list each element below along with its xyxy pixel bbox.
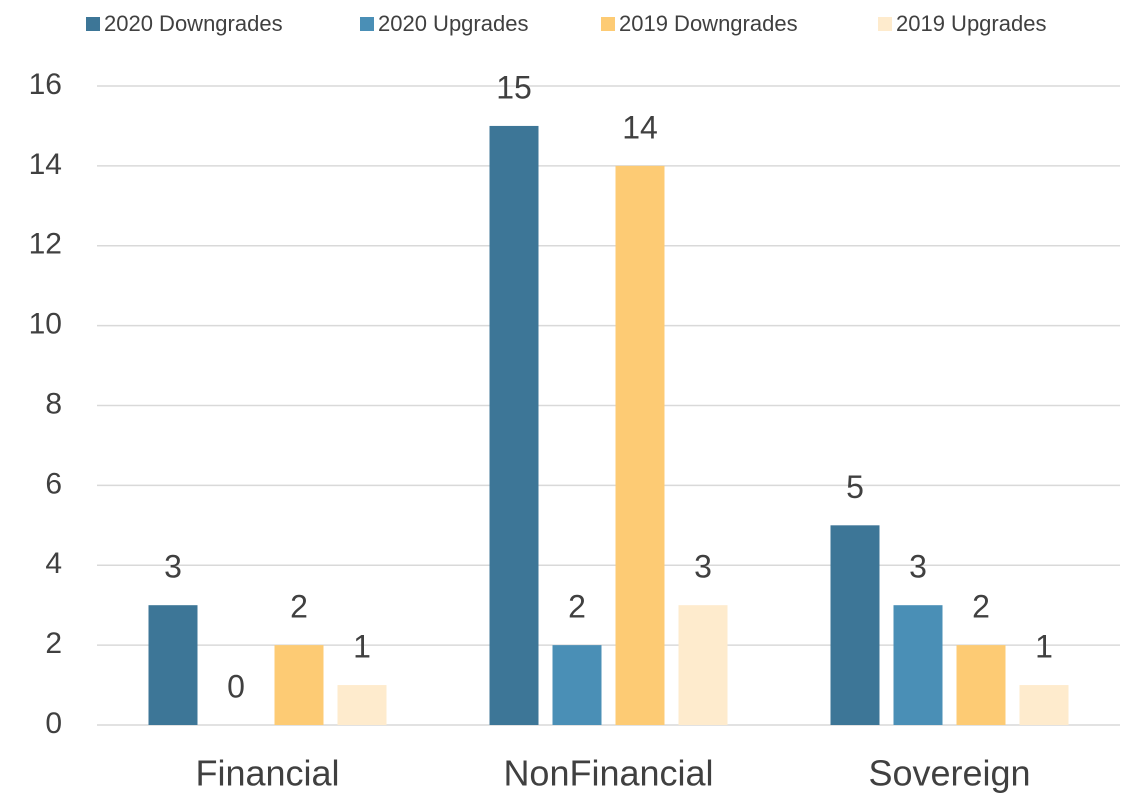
value-label: 1 [1035,629,1053,665]
value-label: 1 [353,629,371,665]
legend-label: 2020 Upgrades [378,11,528,36]
value-label: 3 [694,549,712,585]
value-label: 0 [227,668,245,704]
value-label: 3 [164,549,182,585]
y-tick-label: 2 [45,627,62,660]
bar [552,645,602,725]
legend-swatch [86,17,100,31]
x-tick-label: NonFinancial [503,753,713,794]
value-label: 2 [972,589,990,625]
legend-swatch [601,17,615,31]
bar [148,605,198,725]
value-label: 14 [622,109,658,145]
y-tick-label: 4 [45,547,62,580]
value-label: 2 [290,589,308,625]
bar [678,605,728,725]
bar [956,645,1006,725]
bar [893,605,943,725]
y-tick-label: 6 [45,467,62,500]
legend-label: 2019 Downgrades [619,11,798,36]
legend-label: 2019 Upgrades [896,11,1046,36]
legend-label: 2020 Downgrades [104,11,283,36]
legend-swatch [360,17,374,31]
bar [615,165,665,725]
y-tick-label: 14 [29,148,62,181]
y-tick-label: 10 [29,308,62,341]
y-tick-label: 8 [45,387,62,420]
bar [1019,685,1069,725]
bar [274,645,324,725]
value-label: 2 [568,589,586,625]
bar [489,125,539,725]
x-tick-label: Sovereign [868,753,1030,794]
legend-swatch [878,17,892,31]
y-tick-label: 12 [29,228,62,261]
bar [337,685,387,725]
y-tick-label: 0 [45,707,62,740]
value-label: 3 [909,549,927,585]
y-tick-label: 16 [29,68,62,101]
x-tick-label: Financial [195,753,339,794]
bar [830,525,880,725]
value-label: 15 [496,69,532,105]
value-label: 5 [846,469,864,505]
